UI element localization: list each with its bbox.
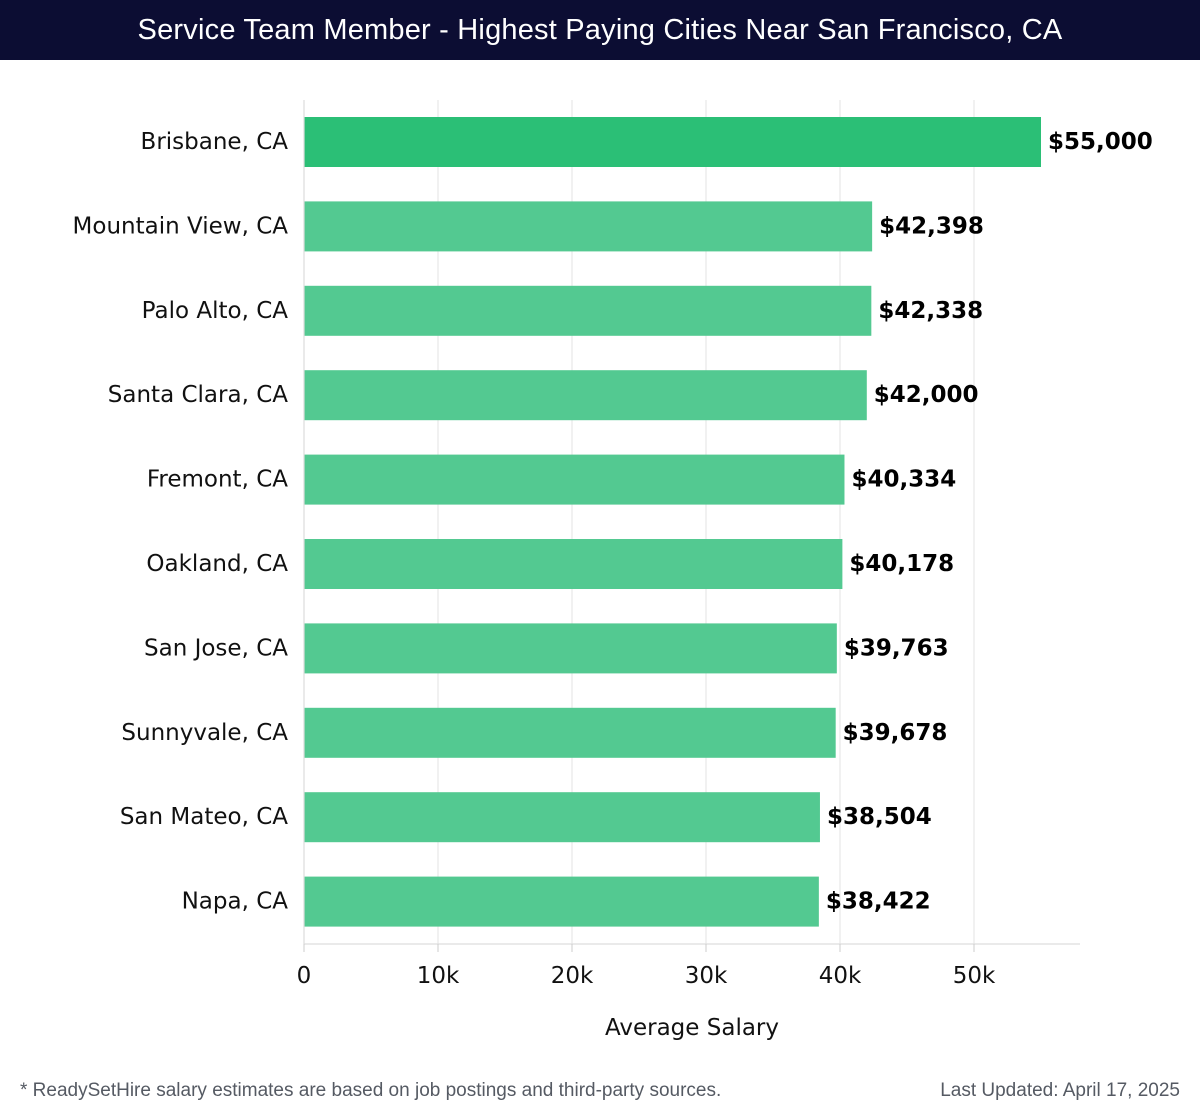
value-label: $42,398 [879, 213, 984, 239]
x-tick-label: 40k [819, 963, 862, 989]
bar [304, 707, 836, 758]
bar [304, 792, 820, 843]
category-label: Oakland, CA [146, 551, 288, 577]
value-label: $40,178 [849, 551, 954, 577]
value-label: $42,000 [874, 382, 979, 408]
last-updated: Last Updated: April 17, 2025 [940, 1080, 1180, 1101]
footnote: * ReadySetHire salary estimates are base… [20, 1080, 722, 1101]
category-label: Mountain View, CA [73, 213, 289, 239]
x-axis-title: Average Salary [605, 1015, 779, 1041]
value-label: $55,000 [1048, 129, 1153, 155]
x-tick-label: 30k [685, 963, 728, 989]
bar [304, 117, 1041, 167]
chart-title-bar: Service Team Member - Highest Paying Cit… [0, 0, 1200, 60]
bar [304, 201, 873, 252]
value-label: $40,334 [851, 467, 956, 493]
category-label: Sunnyvale, CA [121, 720, 288, 746]
x-tick-label: 50k [953, 963, 996, 989]
bar [304, 370, 867, 421]
value-label: $42,338 [878, 298, 983, 324]
x-tick-label: 10k [417, 963, 460, 989]
value-label: $38,422 [826, 889, 931, 915]
value-label: $38,504 [827, 804, 932, 830]
category-label: San Jose, CA [144, 635, 288, 661]
category-label: Napa, CA [182, 889, 289, 915]
category-label: Palo Alto, CA [142, 298, 289, 324]
bar [304, 876, 819, 927]
bar [304, 285, 872, 336]
category-label: Santa Clara, CA [108, 382, 288, 408]
value-label: $39,763 [844, 635, 949, 661]
category-label: Brisbane, CA [141, 129, 289, 155]
x-tick-label: 0 [297, 963, 312, 989]
bar [304, 539, 843, 589]
category-label: Fremont, CA [147, 467, 288, 493]
value-label: $39,678 [843, 720, 948, 746]
bar [304, 454, 845, 505]
chart-title: Service Team Member - Highest Paying Cit… [137, 13, 1063, 46]
x-tick-label: 20k [551, 963, 594, 989]
category-label: San Mateo, CA [120, 804, 288, 830]
bar [304, 623, 837, 674]
